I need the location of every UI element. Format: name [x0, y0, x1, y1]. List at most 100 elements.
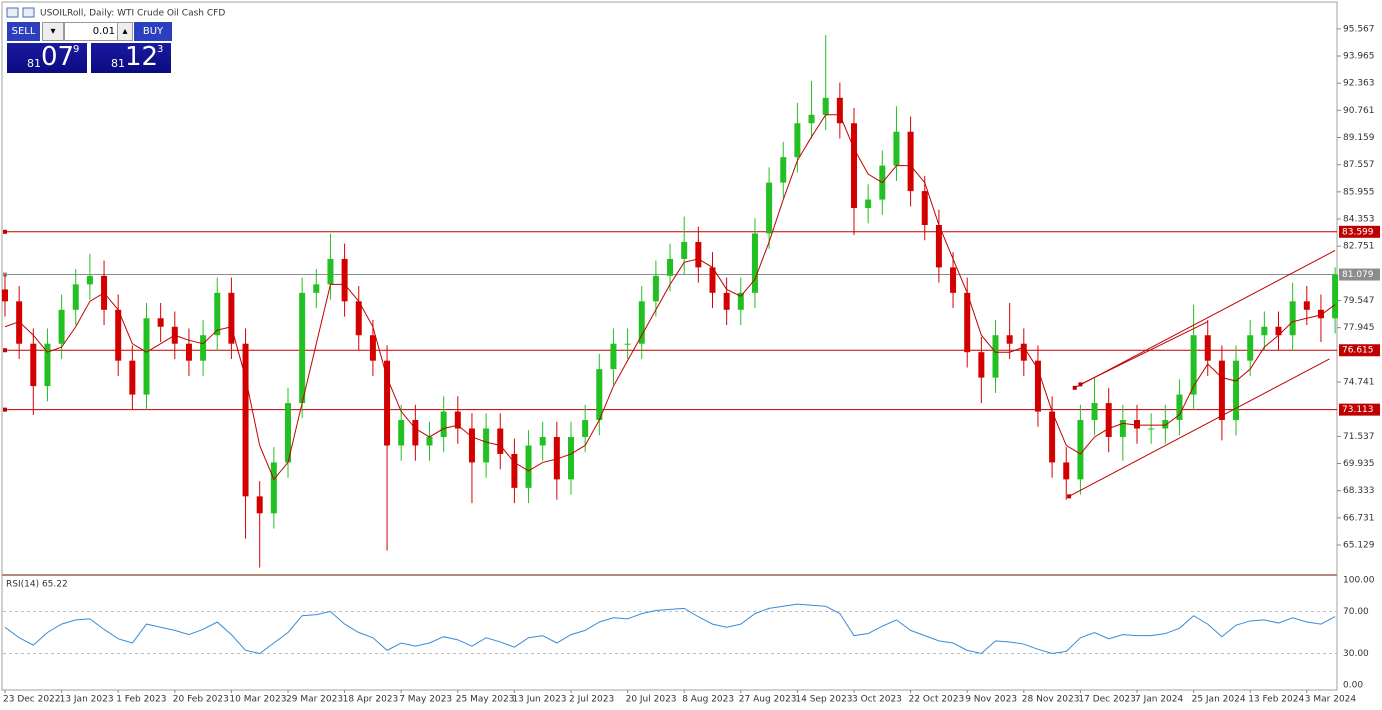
- trend-line: [1068, 358, 1330, 497]
- candle-body: [468, 428, 475, 463]
- candle-body: [1162, 420, 1169, 429]
- candle-body: [751, 233, 758, 293]
- candle-body: [72, 284, 79, 310]
- lot-down[interactable]: ▾: [42, 22, 64, 41]
- y-tick-label: 85.955: [1343, 187, 1375, 197]
- h-line-label: 83.599: [1342, 227, 1374, 237]
- icon: [22, 7, 35, 18]
- candle-body: [780, 157, 787, 183]
- x-tick-label: 20 Feb 2023: [173, 695, 229, 705]
- x-tick-label: 13 Jan 2023: [60, 695, 114, 705]
- x-tick-label: 17 Dec 2023: [1078, 695, 1136, 705]
- candle-body: [313, 284, 320, 293]
- y-tick-label: 87.557: [1343, 160, 1375, 170]
- y-tick-label: 70.00: [1343, 607, 1369, 617]
- candle-body: [1176, 394, 1183, 421]
- candle-body: [129, 360, 136, 395]
- x-tick-label: 22 Oct 2023: [909, 695, 965, 705]
- trend-anchor: [1078, 382, 1083, 387]
- candle-body: [1289, 301, 1296, 336]
- candle-body: [794, 123, 801, 158]
- candle-body: [539, 436, 546, 446]
- candle-body: [511, 453, 518, 488]
- candle-body: [2, 289, 8, 302]
- candle-body: [143, 318, 150, 395]
- x-tick-label: 1 Feb 2023: [116, 695, 166, 705]
- bid-price[interactable]: 81 07 9: [7, 42, 87, 73]
- sell-button[interactable]: SELL: [7, 22, 40, 41]
- candle-body: [822, 97, 829, 115]
- candle-body: [1119, 420, 1126, 437]
- x-tick-label: 25 Jan 2024: [1192, 695, 1246, 705]
- candle-body: [681, 241, 688, 259]
- candle-body: [921, 191, 928, 225]
- y-tick-label: 65.129: [1343, 541, 1375, 551]
- x-tick-label: 7 May 2023: [399, 695, 452, 705]
- x-tick-label: 27 Aug 2023: [739, 695, 797, 705]
- candle-body: [440, 411, 447, 437]
- candle-body: [1247, 335, 1254, 361]
- candle-body: [1034, 360, 1041, 412]
- y-tick-label: 84.353: [1343, 215, 1375, 225]
- candle-body: [553, 436, 560, 480]
- candle-body: [893, 131, 900, 166]
- candle-body: [596, 369, 603, 421]
- h-line-label: 76.615: [1342, 346, 1374, 356]
- candle-body: [610, 343, 617, 370]
- candle-body: [44, 343, 51, 387]
- candle-body: [185, 343, 192, 361]
- candle-body: [270, 462, 277, 514]
- candle-body: [1134, 420, 1140, 429]
- candle-body: [723, 292, 730, 310]
- buy-button[interactable]: BUY: [134, 22, 172, 41]
- x-tick-label: 9 Nov 2023: [965, 695, 1017, 705]
- candle-body: [582, 420, 589, 437]
- candle-body: [836, 97, 843, 124]
- candle-body: [525, 445, 532, 488]
- candle-body: [454, 411, 461, 429]
- candle-body: [369, 335, 376, 361]
- y-tick-label: 79.547: [1343, 296, 1375, 306]
- y-tick-label: 95.567: [1343, 24, 1375, 34]
- y-tick-label: 71.537: [1343, 432, 1375, 442]
- frame: [1, 1, 1338, 691]
- candle-body: [16, 301, 23, 344]
- candle-body: [652, 275, 659, 302]
- lot-field[interactable]: 0.01: [64, 22, 118, 41]
- icon: [6, 7, 19, 18]
- candle-body: [200, 335, 207, 361]
- h-line-label-bg: [1339, 403, 1380, 416]
- h-line-label-bg: [1339, 344, 1380, 357]
- y-tick-label: 77.945: [1343, 323, 1375, 333]
- candle-body: [1204, 335, 1211, 361]
- candle-body: [285, 403, 291, 463]
- x-tick-label: 13 Feb 2024: [1248, 695, 1304, 705]
- h-line-label-bg: [1339, 268, 1380, 281]
- y-tick-label: 68.333: [1343, 486, 1375, 496]
- candle-body: [808, 114, 815, 124]
- candle-body: [950, 267, 957, 293]
- y-tick-label: 69.935: [1343, 459, 1375, 469]
- bid-sup: 9: [73, 44, 80, 55]
- y-tick-label: 93.965: [1343, 52, 1375, 62]
- y-tick-label: 90.761: [1343, 106, 1375, 116]
- candle-body: [1233, 360, 1240, 421]
- candle-body: [1261, 326, 1268, 336]
- lot-up[interactable]: ▴: [117, 22, 133, 41]
- candle-body: [426, 436, 433, 446]
- candle-body: [1006, 335, 1013, 344]
- x-tick-label: 7 Jan 2024: [1135, 695, 1183, 705]
- y-tick-label: 66.731: [1343, 513, 1375, 523]
- candle-body: [667, 258, 674, 276]
- ask-price[interactable]: 81 12 3: [91, 42, 171, 73]
- moving-average: [4, 114, 1336, 481]
- trade-panel: SELL ▾ 0.01 ▴ BUY 81 07 9 81 12 3: [7, 22, 172, 73]
- x-tick-label: 8 Aug 2023: [682, 695, 734, 705]
- h-line-marker: [3, 348, 7, 353]
- candle-body: [638, 301, 645, 344]
- candle-body: [242, 343, 249, 497]
- ask-mid: 12: [125, 42, 159, 72]
- x-tick-label: 14 Sep 2023: [795, 695, 852, 705]
